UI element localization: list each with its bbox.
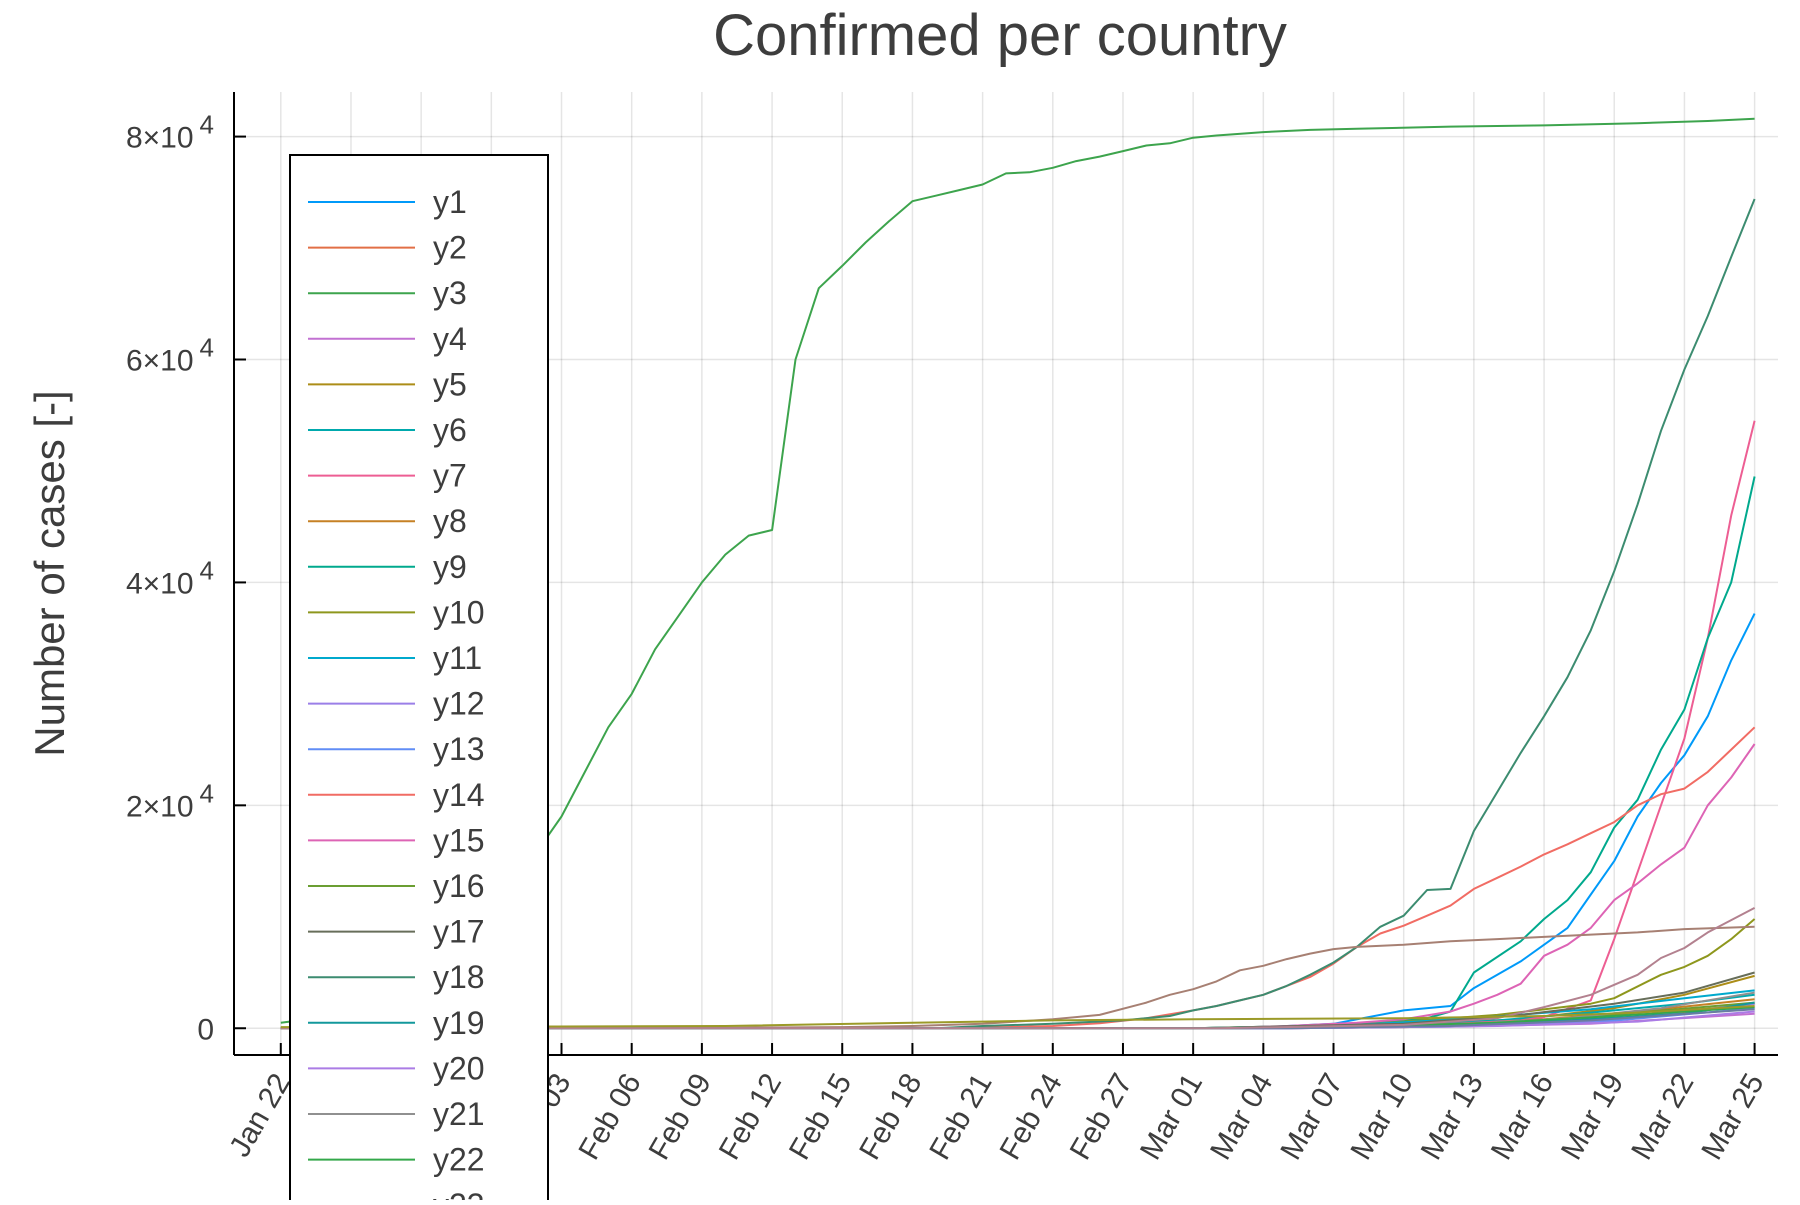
series-line-unlabeled-25 xyxy=(280,907,1756,1030)
y-axis-label: Number of cases [-] xyxy=(26,390,73,756)
series-line-unlabeled-26 xyxy=(280,1005,1755,1029)
legend-label-y5: y5 xyxy=(433,366,467,402)
legend-label-y4: y4 xyxy=(433,321,467,357)
legend-label-y11: y11 xyxy=(433,640,482,676)
series-line-y18 xyxy=(280,198,1756,1030)
legend-label-y12: y12 xyxy=(433,686,485,722)
legend: y1 y2 y3 y4 y5 y6 y7 y8 y9 y10 y11 y12 y13 y14 y15 y16 y… xyxy=(289,154,549,1205)
legend-label-y14: y14 xyxy=(433,777,485,813)
legend-label-y8: y8 xyxy=(433,503,467,539)
y-tick-label: 2×10 4 xyxy=(126,778,214,823)
legend-label-y7: y7 xyxy=(433,458,467,494)
legend-label-y18: y18 xyxy=(433,959,485,995)
series-line-unlabeled-24 xyxy=(280,925,1755,1030)
legend-label-y17: y17 xyxy=(433,914,485,950)
series-line-y15 xyxy=(280,743,1756,1030)
legend-label-y13: y13 xyxy=(433,731,485,767)
legend-label-y6: y6 xyxy=(433,412,467,448)
legend-label-y10: y10 xyxy=(433,594,485,630)
legend-label-y19: y19 xyxy=(433,1005,485,1041)
chart-title: Confirmed per country xyxy=(713,3,1287,68)
series-line-y3 xyxy=(280,117,1755,1024)
legend-label-y23: y23 xyxy=(433,1187,485,1200)
legend-label-y2: y2 xyxy=(433,230,467,266)
legend-label-y21: y21 xyxy=(433,1096,485,1132)
legend-label-y20: y20 xyxy=(433,1050,485,1086)
legend-label-y3: y3 xyxy=(433,275,467,311)
y-tick-label: 0 xyxy=(197,1013,214,1046)
series-lines xyxy=(280,117,1756,1030)
legend-label-y9: y9 xyxy=(433,549,467,585)
legend-label-y15: y15 xyxy=(433,822,485,858)
legend-label-y22: y22 xyxy=(433,1142,485,1178)
y-tick-label: 4×10 4 xyxy=(126,555,214,600)
y-tick-labels: 0 2×10 4 4×10 4 6×10 4 8×10 4 xyxy=(126,110,214,1047)
y-tick-label: 8×10 4 xyxy=(126,110,214,155)
legend-label-y1: y1 xyxy=(433,184,467,220)
y-tick-label: 6×10 4 xyxy=(126,333,214,378)
legend-label-y16: y16 xyxy=(433,868,485,904)
legend-box xyxy=(289,154,549,1205)
